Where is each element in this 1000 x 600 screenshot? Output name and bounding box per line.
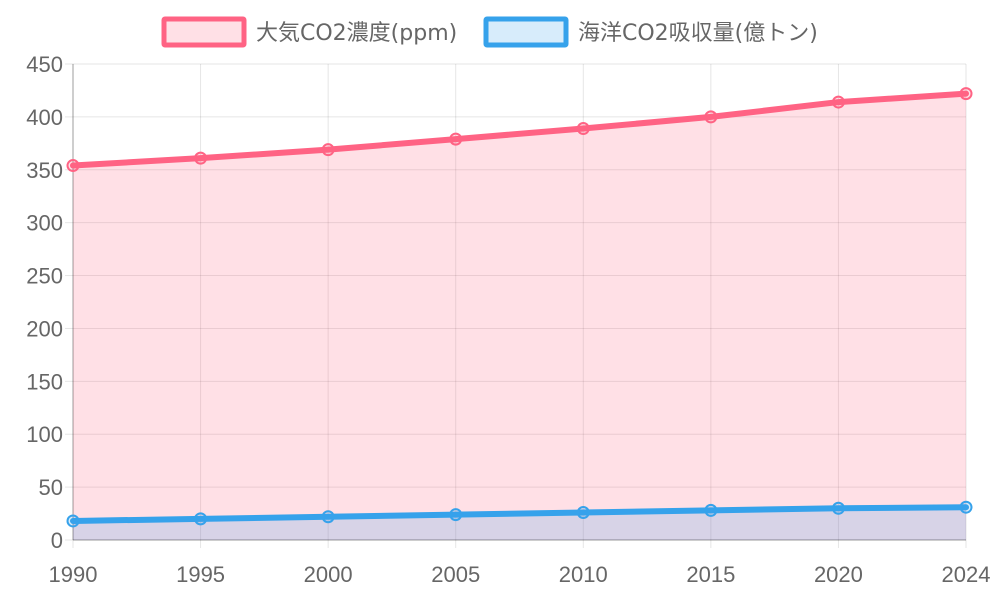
point-ocean-co2-absorption[interactable] [576, 505, 590, 519]
y-tick-label: 350 [26, 158, 63, 183]
y-tick-label: 200 [26, 316, 63, 341]
point-ocean-co2-absorption[interactable] [66, 514, 80, 528]
legend-label-ocean-co2-absorption: 海洋CO2吸収量(億トン) [578, 21, 818, 46]
grid [65, 63, 967, 548]
point-ocean-co2-absorption[interactable] [194, 512, 208, 526]
legend-item-ocean-co2-absorption[interactable]: 海洋CO2吸収量(億トン) [483, 16, 818, 48]
line-ocean-co2-absorption [70, 504, 969, 524]
point-atmospheric-co2[interactable] [449, 132, 463, 146]
point-ocean-co2-absorption[interactable] [449, 508, 463, 522]
point-atmospheric-co2[interactable] [66, 159, 80, 173]
point-atmospheric-co2[interactable] [576, 122, 590, 136]
legend-item-atmospheric-co2[interactable]: 大気CO2濃度(ppm) [161, 16, 457, 48]
legend-label-atmospheric-co2: 大気CO2濃度(ppm) [256, 21, 457, 46]
legend-swatch-ocean-co2-absorption [483, 16, 569, 48]
x-axis-ticks: 1990 1995 2000 2005 2010 2015 2020 2024 [49, 562, 991, 587]
x-tick-label: 1995 [176, 562, 225, 587]
area-fills [73, 93, 966, 541]
data-points [66, 87, 973, 528]
point-ocean-co2-absorption[interactable] [704, 503, 718, 517]
point-atmospheric-co2[interactable] [194, 151, 208, 165]
x-tick-label: 1990 [49, 562, 98, 587]
y-tick-label: 0 [51, 528, 63, 553]
y-tick-label: 100 [26, 422, 63, 447]
series-lines [70, 90, 969, 524]
y-tick-label: 50 [39, 475, 63, 500]
x-tick-label: 2024 [942, 562, 991, 587]
x-tick-label: 2015 [686, 562, 735, 587]
x-tick-label: 2005 [431, 562, 480, 587]
y-tick-label: 150 [26, 369, 63, 394]
point-atmospheric-co2[interactable] [321, 143, 335, 157]
axes [72, 64, 966, 541]
point-ocean-co2-absorption[interactable] [321, 510, 335, 524]
x-tick-label: 2000 [304, 562, 353, 587]
y-tick-label: 450 [26, 52, 63, 77]
y-axis-ticks: 0 50 100 150 200 250 300 350 400 450 [26, 52, 63, 553]
area-ocean-co2-absorption [73, 507, 966, 540]
point-atmospheric-co2[interactable] [959, 87, 973, 101]
x-tick-label: 2010 [559, 562, 608, 587]
y-tick-label: 300 [26, 211, 63, 236]
point-ocean-co2-absorption[interactable] [831, 501, 845, 515]
point-ocean-co2-absorption[interactable] [959, 500, 973, 514]
line-atmospheric-co2 [70, 90, 969, 169]
point-atmospheric-co2[interactable] [704, 110, 718, 124]
y-tick-label: 250 [26, 264, 63, 289]
x-tick-label: 2020 [814, 562, 863, 587]
point-atmospheric-co2[interactable] [831, 95, 845, 109]
area-atmospheric-co2 [73, 93, 966, 541]
legend: 大気CO2濃度(ppm) 海洋CO2吸収量(億トン) [161, 16, 818, 48]
legend-swatch-atmospheric-co2 [161, 16, 247, 48]
y-tick-label: 400 [26, 105, 63, 130]
